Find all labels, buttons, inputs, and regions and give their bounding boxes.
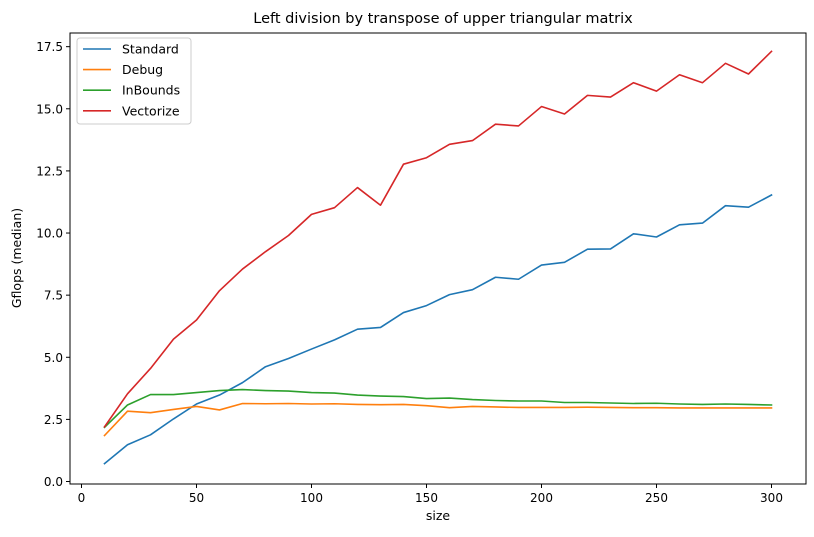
legend-label-standard: Standard <box>122 42 179 57</box>
y-tick-label: 7.5 <box>44 289 63 303</box>
y-tick-label: 0.0 <box>44 475 63 489</box>
y-tick-label: 10.0 <box>36 227 63 241</box>
x-tick-label: 200 <box>530 491 553 505</box>
series-line-standard <box>103 193 773 465</box>
y-axis: 0.0 2.5 5.0 7.5 10.0 12.5 15.0 17.5 <box>36 40 70 489</box>
legend-label-debug: Debug <box>122 62 163 77</box>
x-tick-label: 100 <box>300 491 323 505</box>
x-tick-label: 50 <box>189 491 204 505</box>
y-tick-label: 2.5 <box>44 413 63 427</box>
chart-title: Left division by transpose of upper tria… <box>253 11 633 27</box>
series-line-debug <box>103 402 773 437</box>
x-axis-label: size <box>426 508 451 523</box>
x-tick-label: 300 <box>760 491 783 505</box>
legend-label-inbounds: InBounds <box>122 83 180 98</box>
series-line-vectorize <box>103 50 773 428</box>
legend: Standard Debug InBounds Vectorize <box>76 37 192 125</box>
y-tick-label: 15.0 <box>36 102 63 116</box>
y-tick-label: 17.5 <box>36 40 63 54</box>
x-tick-label: 150 <box>415 491 438 505</box>
legend-box <box>76 37 192 125</box>
x-axis: 0 50 100 150 200 250 300 <box>78 484 783 505</box>
y-tick-label: 12.5 <box>36 164 63 178</box>
plot-frame <box>69 32 807 485</box>
legend-label-vectorize: Vectorize <box>122 103 180 118</box>
y-tick-label: 5.0 <box>44 351 63 365</box>
series-line-inbounds <box>103 388 773 429</box>
x-tick-label: 0 <box>78 491 86 505</box>
plot-lines <box>103 50 773 465</box>
x-tick-label: 250 <box>645 491 668 505</box>
y-axis-label: Gflops (median) <box>9 208 24 308</box>
